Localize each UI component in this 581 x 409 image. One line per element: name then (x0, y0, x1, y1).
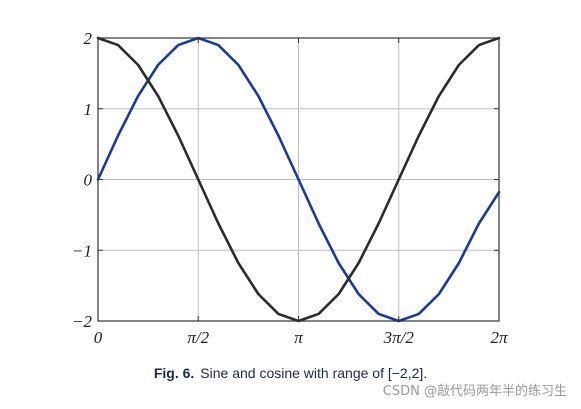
tick-layer: 0 π/2 π 3π/2 2π 2 1 0 −1 −2 (72, 29, 508, 347)
y-tick-label: 1 (84, 100, 93, 119)
caption-text: Sine and cosine with range of [−2,2]. (200, 365, 428, 381)
y-tick-label: −1 (72, 241, 92, 260)
watermark: CSDN @敲代码两年半的练习生 (382, 384, 567, 399)
x-tick-label: π/2 (187, 328, 209, 347)
y-tick-label: 2 (84, 29, 93, 48)
x-tick-label: 3π/2 (383, 328, 415, 347)
x-tick-label: 2π (490, 328, 508, 347)
caption-label: Fig. 6. (153, 365, 195, 381)
x-tick-label: 0 (94, 328, 103, 347)
y-tick-label: −2 (72, 312, 92, 331)
x-tick-label: π (294, 328, 303, 347)
figure-caption: Fig. 6. Sine and cosine with range of [−2… (0, 365, 581, 383)
y-tick-label: 0 (84, 171, 93, 190)
chart: 0 π/2 π 3π/2 2π 2 1 0 −1 −2 (72, 29, 508, 347)
series-line-1 (96, 36, 501, 323)
